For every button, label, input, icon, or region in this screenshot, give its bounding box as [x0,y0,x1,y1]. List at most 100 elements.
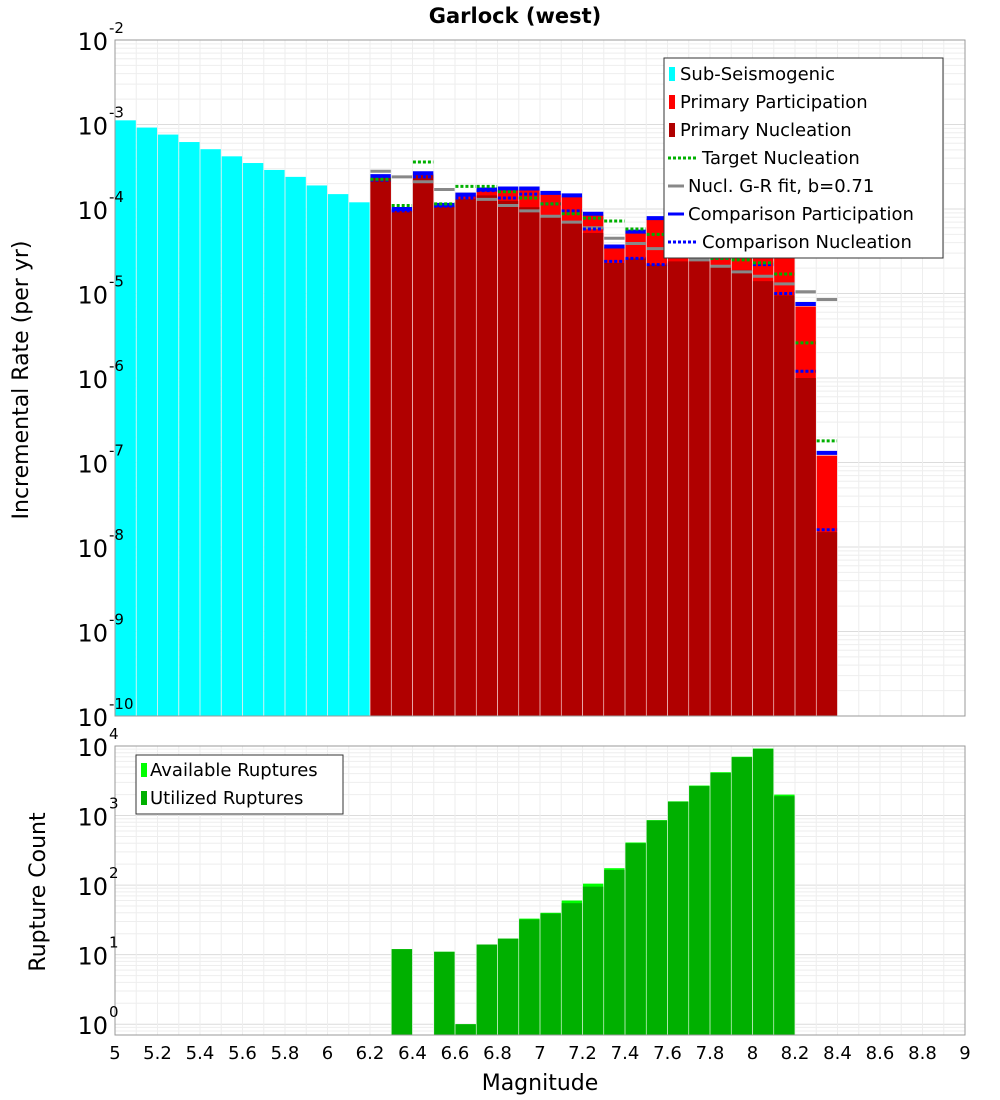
y-tick-exponent: -10 [109,695,134,713]
nucleation-bar [412,174,434,717]
rate-y-axis-label: Incremental Rate (per yr) [9,241,34,520]
x-tick-label: 8.2 [781,1043,810,1064]
nucleation-bar [561,221,583,716]
rate-bars [115,120,838,717]
y-tick-exponent: 1 [109,934,119,952]
x-tick-label: 7.6 [653,1043,682,1064]
count-y-axis-label: Rupture Count [26,812,51,972]
legend-swatch [141,763,147,777]
nucleation-bar [774,295,795,716]
y-tick-label: 10 [77,197,108,225]
x-tick-label: 9 [959,1043,970,1064]
nucleation-bar [752,281,774,716]
nucleation-bar [391,210,413,716]
x-tick-label: 5.2 [143,1043,172,1064]
legend-box [135,754,344,815]
nucleation-bar [370,177,391,716]
y-tick-label: 10 [77,804,108,832]
y-tick-label: 10 [77,873,108,901]
utilized-ruptures-bar [455,1024,476,1035]
x-tick-label: 7 [534,1043,545,1064]
y-tick-label: 10 [77,1012,108,1040]
y-tick-label: 10 [77,28,108,56]
sub-seismogenic-bar [136,127,158,716]
count-legend: Available Ruptures Utilized Ruptures [135,754,344,815]
legend-label: Comparison Nucleation [702,232,912,253]
utilized-ruptures-bar [667,801,689,1035]
legend-label: Target Nucleation [701,148,860,169]
y-tick-exponent: -2 [109,19,124,37]
x-tick-labels: 5 5.2 5.4 5.6 5.8 6 6.2 6.4 6.6 6.8 7 7.2 7.4 7.6 7.8 8… [109,1043,970,1064]
y-tick-exponent: -8 [109,526,124,544]
x-tick-label: 6 [322,1043,333,1064]
x-tick-label: 7.2 [568,1043,597,1064]
x-tick-label: 5.8 [271,1043,300,1064]
nucleation-bar [476,195,498,717]
y-tick-label: 10 [77,734,108,762]
x-tick-label: 6.4 [398,1043,427,1064]
utilized-ruptures-bar [604,869,625,1035]
x-tick-label: 8.6 [866,1043,895,1064]
sub-seismogenic-bar [115,120,136,717]
legend-swatch [141,791,147,805]
legend-swatch [669,123,675,137]
nucleation-bar [710,266,731,716]
utilized-ruptures-bar [774,796,795,1035]
x-tick-label: 5 [109,1043,120,1064]
nucleation-bar [689,261,710,716]
nucleation-bar [667,261,689,716]
nucleation-bar [434,206,455,716]
y-tick-label: 10 [77,366,108,394]
sub-seismogenic-bar [264,169,285,716]
y-tick-exponent: 2 [109,864,119,882]
sub-seismogenic-bar [221,156,243,716]
y-tick-exponent: -5 [109,273,124,291]
utilized-ruptures-bar [497,938,519,1035]
x-axis-label: Magnitude [482,1071,599,1096]
y-tick-label: 10 [77,282,108,310]
utilized-ruptures-bar [519,919,540,1035]
legend-label: Available Ruptures [150,760,318,781]
sub-seismogenic-bar [200,149,221,716]
y-tick-label: 10 [77,704,108,732]
x-tick-label: 7.8 [696,1043,725,1064]
y-tick-exponent: 4 [109,725,119,743]
legend-label: Comparison Participation [688,204,914,225]
x-tick-label: 8 [747,1043,758,1064]
legend-swatch [669,95,675,109]
x-tick-label: 6.8 [483,1043,512,1064]
y-tick-exponent: -9 [109,611,124,629]
utilized-ruptures-bar [752,748,774,1035]
sub-seismogenic-bar [306,185,328,717]
y-tick-label: 10 [77,620,108,648]
utilized-ruptures-bar [625,843,646,1035]
x-tick-label: 7.4 [611,1043,640,1064]
x-tick-label: 5.4 [186,1043,215,1064]
rate-panel: Garlock (west) 10-1010-910-810-710-610-5… [9,4,966,732]
utilized-ruptures-bar [582,886,604,1035]
rate-legend: Sub-Seismogenic Primary Participation Prim… [663,57,944,259]
utilized-ruptures-bar [476,944,498,1035]
legend-label: Primary Nucleation [680,120,852,141]
x-tick-label: 5.6 [228,1043,257,1064]
nucleation-bar [646,264,668,716]
legend-label: Nucl. G-R fit, b=0.71 [688,176,874,197]
nucleation-bar [582,232,604,716]
y-tick-exponent: -6 [109,357,124,375]
y-tick-exponent: 3 [109,795,119,813]
y-tick-exponent: -7 [109,442,124,460]
count-plot-frame [114,745,966,1036]
utilized-ruptures-bar [561,903,583,1035]
legend-swatch [669,67,675,81]
sub-seismogenic-bar [349,202,370,716]
utilized-ruptures-bar [731,757,753,1035]
nucleation-bar [519,207,540,716]
y-tick-label: 10 [77,535,108,563]
y-tick-exponent: -3 [109,104,124,122]
nucleation-bar [540,214,561,716]
utilized-ruptures-bar [710,772,731,1035]
